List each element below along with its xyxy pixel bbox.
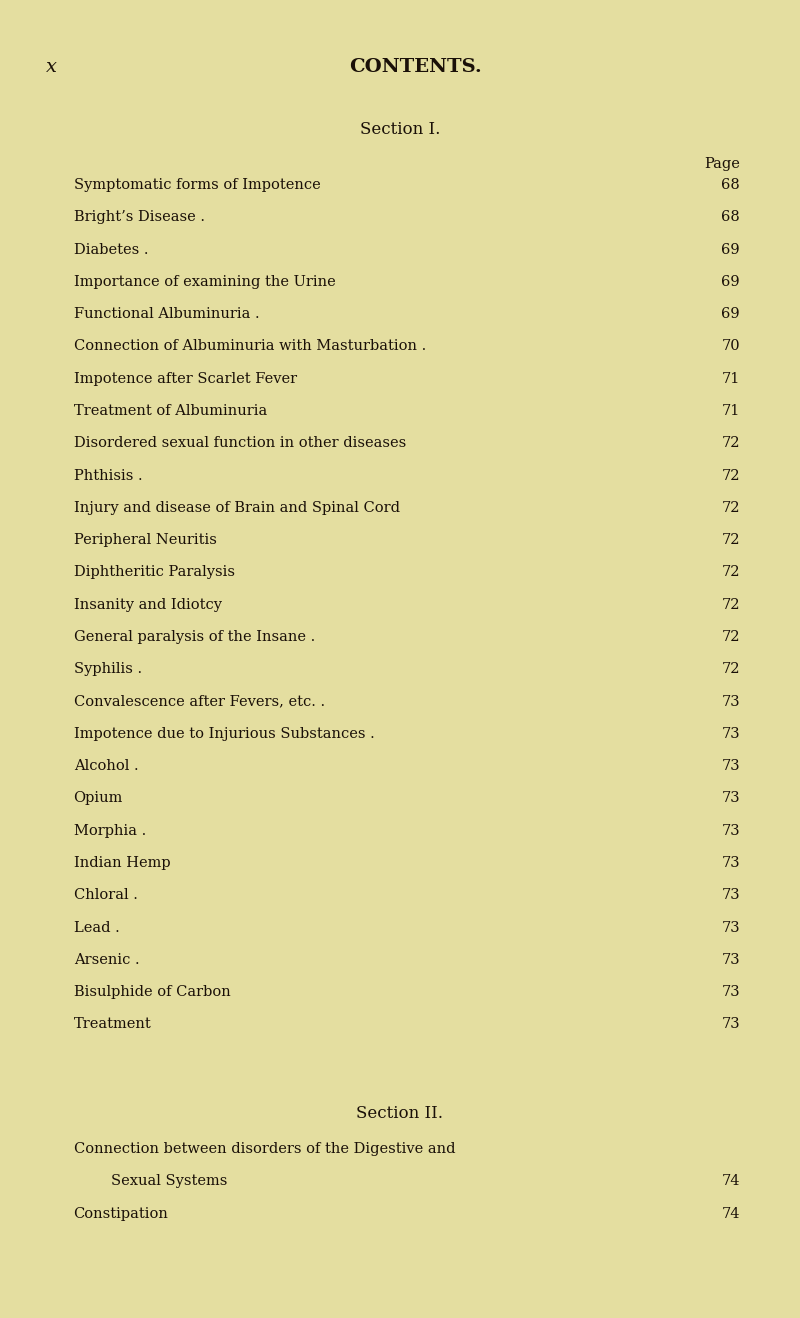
Text: 69: 69 [722,307,740,322]
Text: Indian Hemp: Indian Hemp [74,855,170,870]
Text: Injury and disease of Brain and Spinal Cord: Injury and disease of Brain and Spinal C… [74,501,400,515]
Text: 72: 72 [722,597,740,612]
Text: 72: 72 [722,468,740,482]
Text: 73: 73 [722,824,740,838]
Text: CONTENTS.: CONTENTS. [350,58,482,76]
Text: Diabetes .: Diabetes . [74,243,148,257]
Text: Page: Page [704,157,740,171]
Text: 73: 73 [722,855,740,870]
Text: Connection between disorders of the Digestive and: Connection between disorders of the Dige… [74,1141,455,1156]
Text: Importance of examining the Urine: Importance of examining the Urine [74,275,335,289]
Text: Convalescence after Fevers, etc. .: Convalescence after Fevers, etc. . [74,695,325,709]
Text: 73: 73 [722,920,740,934]
Text: Morphia .: Morphia . [74,824,146,838]
Text: Arsenic .: Arsenic . [74,953,139,967]
Text: Chloral .: Chloral . [74,888,138,903]
Text: 68: 68 [722,178,740,192]
Text: 74: 74 [722,1206,740,1220]
Text: Constipation: Constipation [74,1206,169,1220]
Text: Syphilis .: Syphilis . [74,662,142,676]
Text: Impotence after Scarlet Fever: Impotence after Scarlet Fever [74,372,297,386]
Text: Impotence due to Injurious Substances .: Impotence due to Injurious Substances . [74,726,374,741]
Text: 72: 72 [722,662,740,676]
Text: 73: 73 [722,791,740,805]
Text: Insanity and Idiotcy: Insanity and Idiotcy [74,597,222,612]
Text: Treatment: Treatment [74,1017,151,1032]
Text: 73: 73 [722,953,740,967]
Text: 72: 72 [722,565,740,580]
Text: Opium: Opium [74,791,123,805]
Text: 73: 73 [722,888,740,903]
Text: General paralysis of the Insane .: General paralysis of the Insane . [74,630,315,645]
Text: Section I.: Section I. [360,121,440,138]
Text: 68: 68 [722,210,740,224]
Text: 73: 73 [722,726,740,741]
Text: 71: 71 [722,403,740,418]
Text: 69: 69 [722,275,740,289]
Text: Phthisis .: Phthisis . [74,468,142,482]
Text: Peripheral Neuritis: Peripheral Neuritis [74,532,217,547]
Text: Disordered sexual function in other diseases: Disordered sexual function in other dise… [74,436,406,451]
Text: 72: 72 [722,436,740,451]
Text: Section II.: Section II. [357,1104,443,1122]
Text: Bisulphide of Carbon: Bisulphide of Carbon [74,985,230,999]
Text: Functional Albuminuria .: Functional Albuminuria . [74,307,259,322]
Text: Diphtheritic Paralysis: Diphtheritic Paralysis [74,565,234,580]
Text: Lead .: Lead . [74,920,119,934]
Text: x: x [46,58,58,76]
Text: Connection of Albuminuria with Masturbation .: Connection of Albuminuria with Masturbat… [74,339,426,353]
Text: Treatment of Albuminuria: Treatment of Albuminuria [74,403,267,418]
Text: 71: 71 [722,372,740,386]
Text: Symptomatic forms of Impotence: Symptomatic forms of Impotence [74,178,320,192]
Text: 73: 73 [722,695,740,709]
Text: 73: 73 [722,985,740,999]
Text: 69: 69 [722,243,740,257]
Text: Sexual Systems: Sexual Systems [74,1174,227,1189]
Text: Alcohol .: Alcohol . [74,759,138,774]
Text: 74: 74 [722,1174,740,1189]
Text: 72: 72 [722,501,740,515]
Text: 72: 72 [722,630,740,645]
Text: 70: 70 [722,339,740,353]
Text: 73: 73 [722,1017,740,1032]
Text: Bright’s Disease .: Bright’s Disease . [74,210,205,224]
Text: 73: 73 [722,759,740,774]
Text: 72: 72 [722,532,740,547]
